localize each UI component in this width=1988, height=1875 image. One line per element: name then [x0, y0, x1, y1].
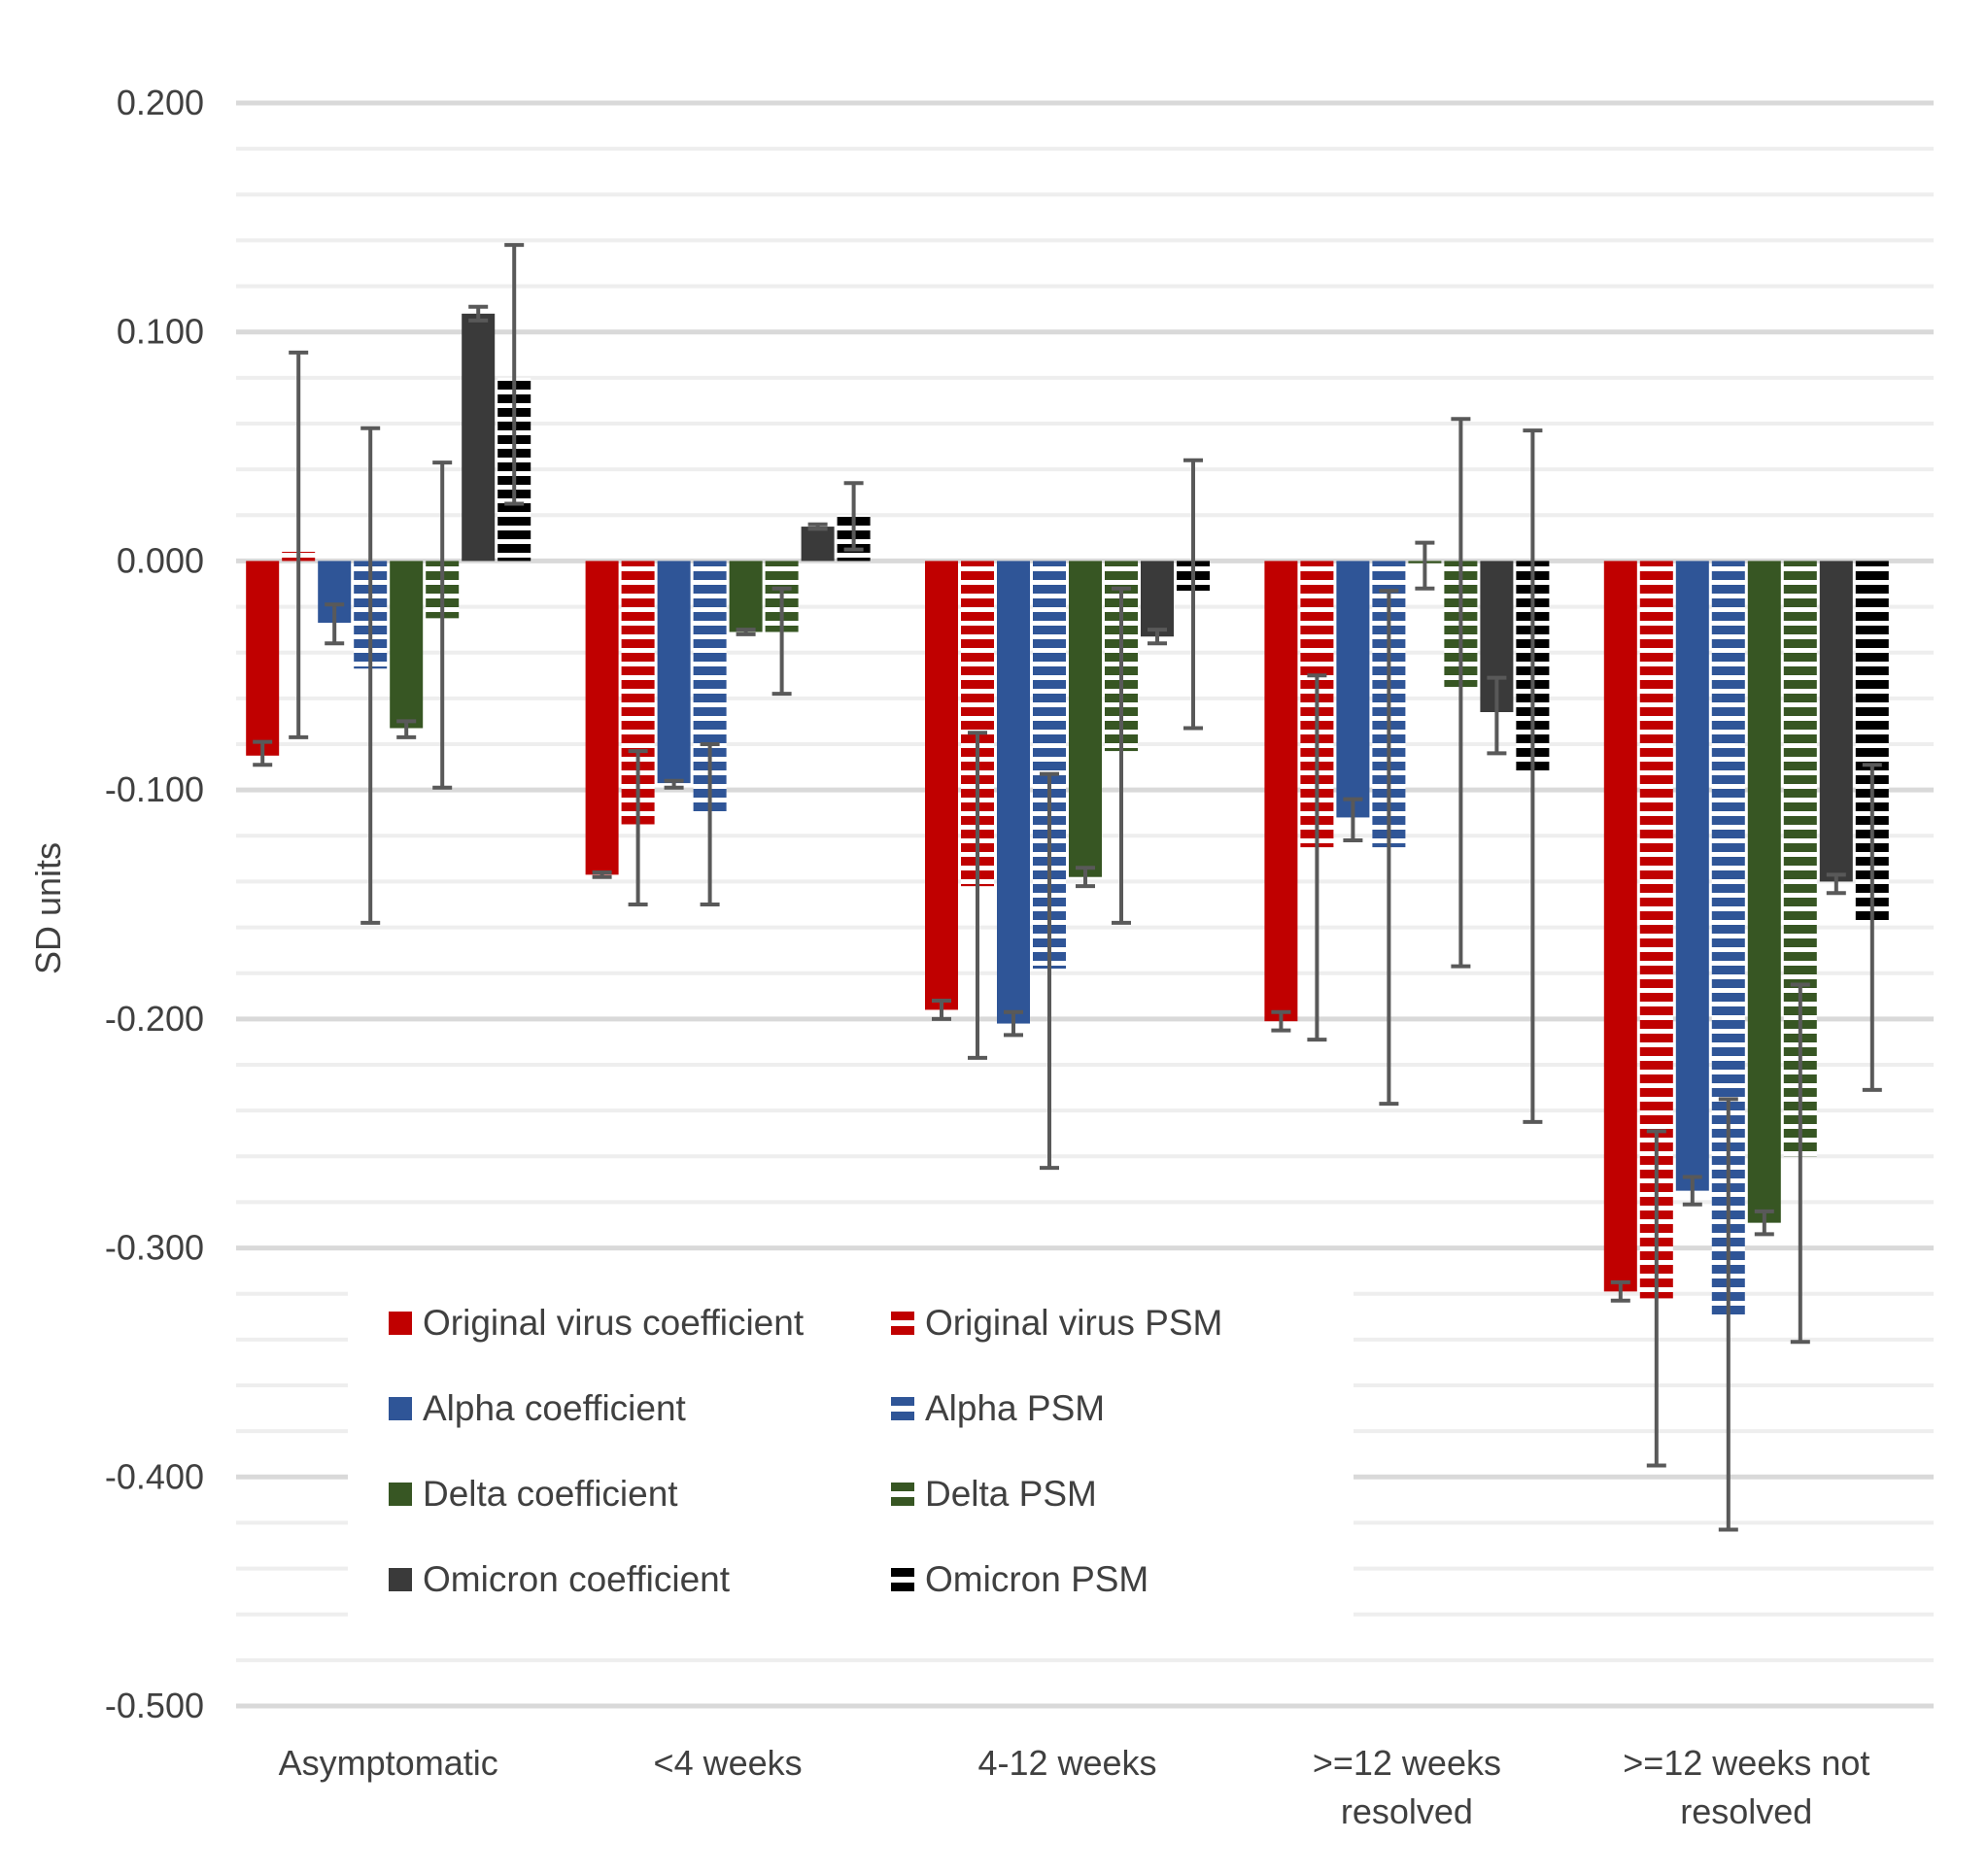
y-tick-label: 0.100 [117, 312, 204, 352]
bar [1603, 561, 1637, 1292]
bar [246, 561, 280, 756]
category-label: Asymptomatic [279, 1743, 498, 1783]
legend-swatch [389, 1568, 412, 1591]
legend-box [348, 1275, 1354, 1640]
bars [246, 313, 1889, 1317]
y-tick-label: -0.200 [105, 999, 204, 1039]
bar [997, 561, 1030, 1024]
bar [390, 561, 424, 729]
legend-label: Delta PSM [925, 1474, 1097, 1514]
bar [585, 561, 619, 875]
bar [1264, 561, 1298, 1022]
bar [1069, 561, 1102, 877]
y-axis-tick-labels: 0.200 0.100 0.000 -0.100 -0.200 -0.300 -0.400 -… [105, 83, 204, 1725]
legend-swatch [891, 1583, 914, 1591]
legend-label: Delta coefficient [423, 1474, 678, 1514]
category-label: >=12 weeks [1313, 1743, 1501, 1783]
y-tick-label: -0.500 [105, 1686, 204, 1725]
legend-label: Alpha PSM [925, 1388, 1105, 1428]
category-label: >=12 weeks not [1623, 1743, 1869, 1783]
legend-swatch [891, 1483, 914, 1491]
legend-swatch [891, 1412, 914, 1420]
legend-label: Original virus coefficient [423, 1303, 805, 1343]
y-axis-title: SD units [28, 842, 68, 974]
category-label: <4 weeks [654, 1743, 803, 1783]
bar [462, 313, 496, 562]
legend-label: Omicron PSM [925, 1559, 1148, 1599]
bar [1819, 561, 1853, 882]
y-tick-label: -0.400 [105, 1456, 204, 1496]
legend-swatch [389, 1483, 412, 1506]
legend-swatch [389, 1397, 412, 1420]
legend-swatch [891, 1312, 914, 1320]
legend-swatch [891, 1397, 914, 1406]
bar [801, 527, 835, 562]
legend: Original virus coefficient Original virus… [348, 1275, 1354, 1640]
category-label: resolved [1680, 1791, 1812, 1831]
legend-label: Original virus PSM [925, 1303, 1222, 1343]
y-tick-label: 0.200 [117, 83, 204, 122]
bar [1675, 561, 1709, 1191]
category-label: 4-12 weeks [977, 1743, 1156, 1783]
legend-swatch [891, 1497, 914, 1506]
bar [925, 561, 958, 1010]
legend-swatch [389, 1312, 412, 1335]
y-tick-label: 0.000 [117, 540, 204, 580]
error-bars [253, 243, 1882, 1532]
legend-swatch [891, 1568, 914, 1577]
legend-label: Omicron coefficient [423, 1559, 731, 1599]
bar [657, 561, 691, 784]
y-tick-label: -0.300 [105, 1228, 204, 1268]
y-tick-label: -0.100 [105, 769, 204, 809]
legend-label: Alpha coefficient [423, 1388, 687, 1428]
legend-swatch [891, 1326, 914, 1335]
bar [1336, 561, 1370, 818]
bar [729, 561, 763, 632]
bar [1747, 561, 1781, 1223]
category-labels: Asymptomatic <4 weeks 4-12 weeks >=12 weeks… [279, 1743, 1870, 1831]
bar [1141, 561, 1174, 637]
category-label: resolved [1341, 1791, 1473, 1831]
